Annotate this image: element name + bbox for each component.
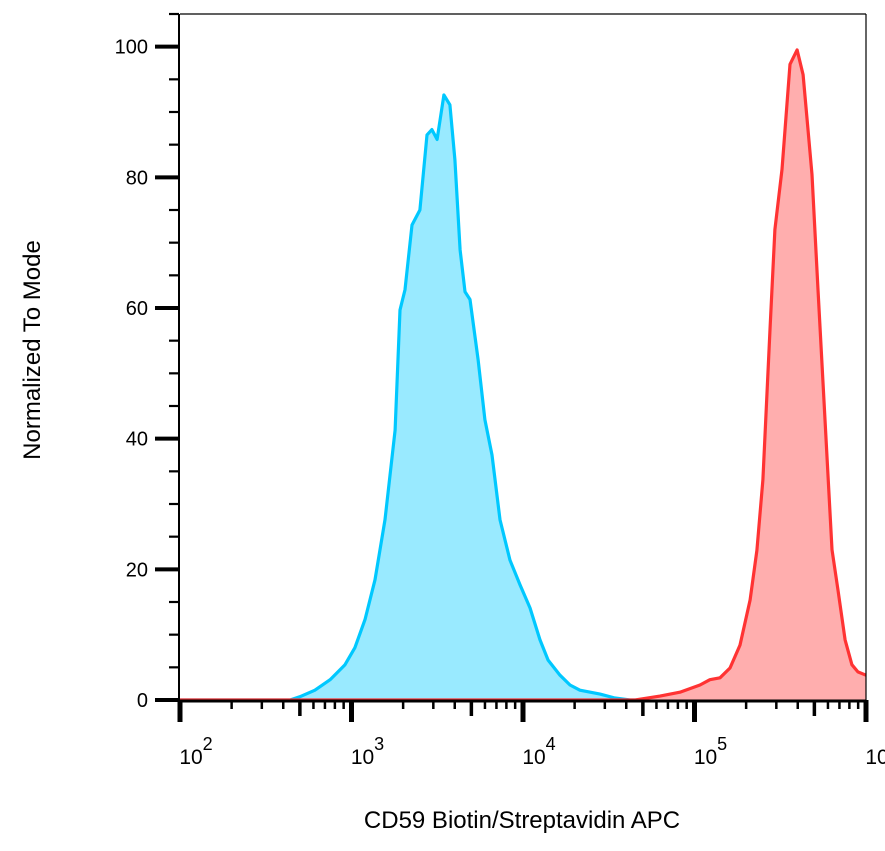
- series-1-line: [180, 93, 866, 702]
- y-tick-label: 100: [115, 37, 148, 59]
- x-tick-exponent: 2: [203, 734, 213, 754]
- series-2-fill: [180, 49, 866, 700]
- x-tick-label: 102: [179, 734, 212, 769]
- x-axis: 102103104105106: [177, 699, 885, 769]
- x-tick-base: 10: [179, 746, 202, 769]
- y-tick-label: 80: [126, 167, 148, 189]
- y-axis-title: Normalized To Mode: [19, 240, 46, 460]
- series-2-line: [180, 48, 867, 702]
- x-tick-label: 104: [522, 734, 555, 769]
- plot-frame: [180, 13, 867, 700]
- series-layer: [180, 48, 867, 702]
- y-tick-label: 60: [126, 298, 148, 320]
- y-tick-label: 20: [126, 559, 148, 581]
- x-tick-base: 10: [522, 746, 545, 769]
- x-tick-base: 10: [865, 746, 885, 769]
- x-tick-label: 106: [865, 734, 885, 769]
- x-tick-base: 10: [694, 746, 717, 769]
- x-tick-label: 103: [351, 734, 384, 769]
- x-tick-base: 10: [351, 746, 374, 769]
- y-axis: 0 20 40 60 80 100: [115, 12, 180, 712]
- x-axis-title: CD59 Biotin/Streptavidin APC: [364, 807, 680, 834]
- y-tick-label: 40: [126, 429, 148, 451]
- x-tick-exponent: 4: [546, 734, 556, 754]
- y-tick-label: 0: [137, 690, 148, 712]
- x-tick-label: 105: [694, 734, 727, 769]
- x-tick-exponent: 5: [717, 734, 727, 754]
- x-tick-exponent: 3: [374, 734, 384, 754]
